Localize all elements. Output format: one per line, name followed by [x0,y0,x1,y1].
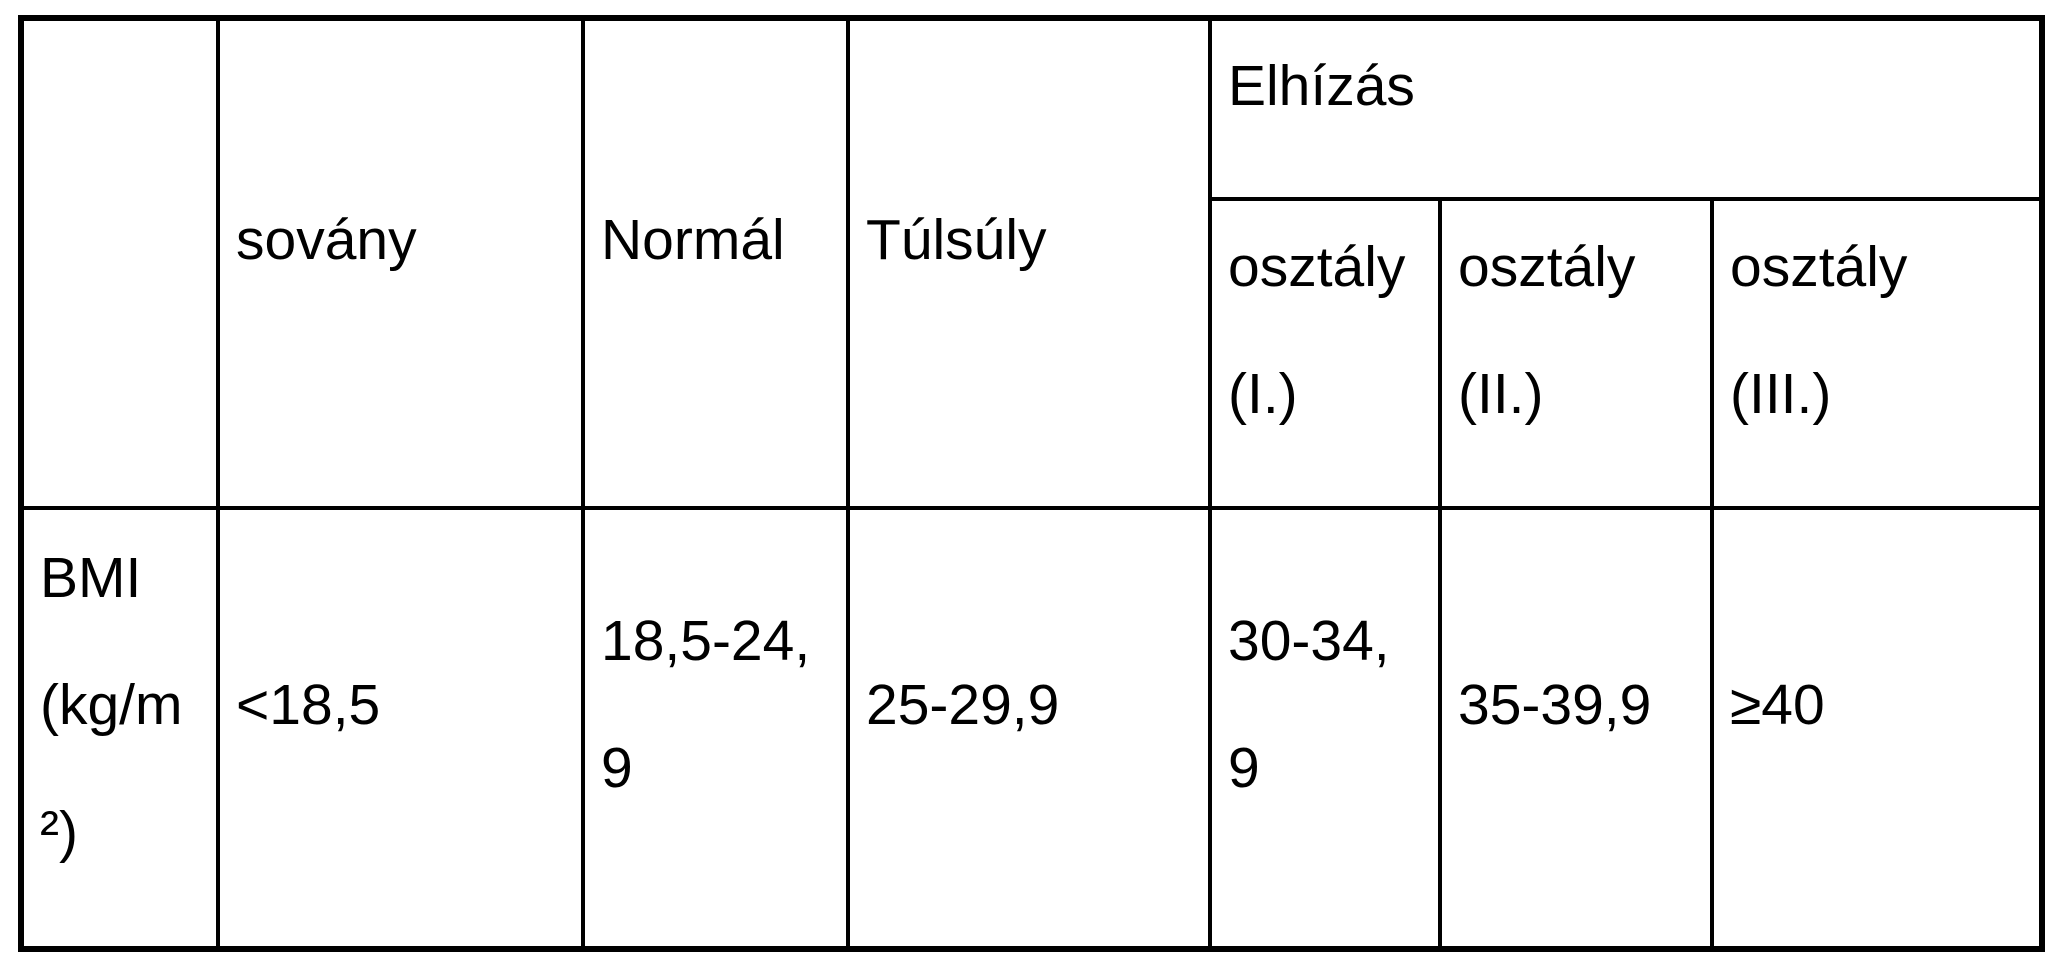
cell-bmi-normal: 18,5-24, 9 [581,506,850,951]
header-cell-osztaly-1: osztály (I.) [1208,197,1442,510]
bmi-values-row: BMI (kg/m ²) <18,5 18,5-24, 9 25-29,9 30… [19,506,2044,951]
header-cell-osztaly-2: osztály (II.) [1438,197,1714,510]
bmi-classification-table: sovány Normál Túlsúly Elhízás osztály (I… [18,15,2045,952]
cell-bmi-sovany: <18,5 [216,506,585,951]
header-cell-elhizas-group: Elhízás [1208,16,2044,201]
cell-bmi-osztaly-2: 35-39,9 [1438,506,1714,951]
header-row-subgroup: osztály (I.) osztály (II.) osztály (III.… [21,197,2044,510]
cell-bmi-osztaly-3: ≥40 [1710,506,2044,951]
cell-bmi-osztaly-1: 30-34, 9 [1208,506,1442,951]
header-cell-sovany: sovány [216,16,585,510]
bmi-table-container: sovány Normál Túlsúly Elhízás osztály (I… [18,15,2045,952]
header-cell-osztaly-3: osztály (III.) [1710,197,2044,510]
cell-bmi-tulsuly: 25-29,9 [846,506,1212,951]
header-cell-normal: Normál [581,16,850,510]
row-label-bmi: BMI (kg/m ²) [19,506,220,951]
corner-header-cell [19,16,220,510]
header-row-group: sovány Normál Túlsúly Elhízás [19,16,2044,510]
header-cell-tulsuly: Túlsúly [846,16,1212,510]
